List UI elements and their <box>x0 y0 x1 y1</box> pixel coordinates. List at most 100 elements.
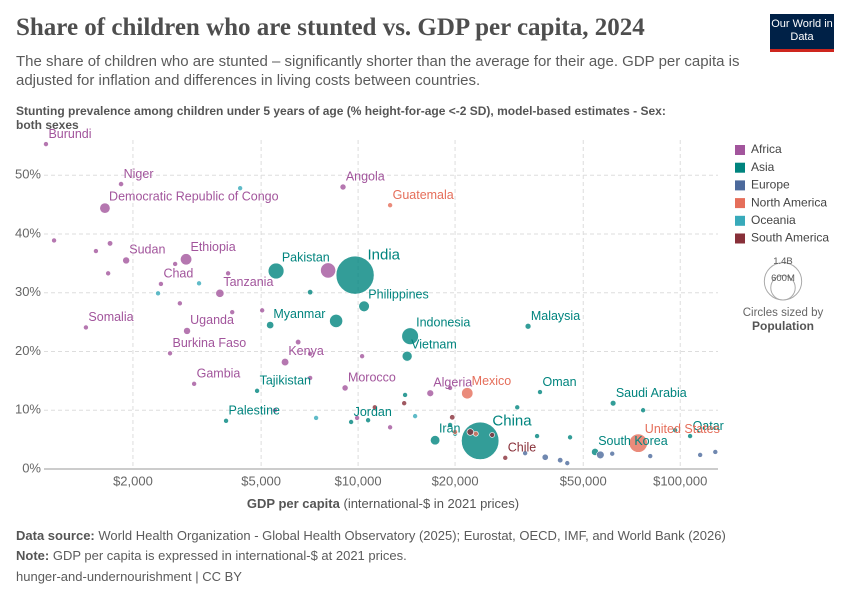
y-tick-label: 30% <box>15 284 41 299</box>
bubble <box>609 450 616 457</box>
point-label: India <box>368 247 401 264</box>
bubble <box>365 417 371 424</box>
bubble <box>295 339 302 346</box>
bubble <box>307 351 313 357</box>
bubble <box>564 460 571 466</box>
bubble <box>259 307 265 314</box>
x-tick-label: $5,000 <box>241 473 281 488</box>
bubble <box>402 392 408 398</box>
bubble <box>172 261 178 267</box>
point-label: Chad <box>163 267 193 281</box>
point-label: South Korea <box>598 434 668 448</box>
bubble <box>118 181 124 187</box>
point-label: Palestine <box>229 404 280 418</box>
bubble <box>401 327 419 345</box>
legend-swatch <box>735 145 745 155</box>
legend-label: Asia <box>751 160 775 174</box>
bubble <box>426 389 434 397</box>
y-tick-label: 10% <box>15 402 41 417</box>
bubble <box>502 455 509 461</box>
legend-swatch <box>735 198 745 209</box>
bubble <box>452 429 458 435</box>
size-legend-circle <box>770 275 796 301</box>
bubble <box>449 414 456 421</box>
point-label: United States <box>645 422 720 436</box>
bubble <box>514 404 521 411</box>
subtitle: The share of children who are stunted – … <box>16 53 740 89</box>
x-tick-label: $2,000 <box>113 473 153 488</box>
bubble <box>307 289 314 296</box>
bubble <box>447 422 453 428</box>
bubble <box>281 358 290 367</box>
bubble <box>524 322 532 330</box>
bubble <box>272 407 278 414</box>
x-tick-label: $20,000 <box>432 473 479 488</box>
size-legend-variable: Population <box>752 319 814 333</box>
bubble <box>354 415 360 421</box>
point-label: Algeria <box>433 375 472 389</box>
x-axis-title: GDP per capita <box>247 496 341 511</box>
bubble <box>567 434 573 441</box>
bubble <box>557 457 564 464</box>
bubble <box>596 450 605 460</box>
legend-label: Africa <box>751 142 782 156</box>
y-axis-label: Stunting prevalence among children under… <box>16 104 666 132</box>
bubble <box>461 387 474 400</box>
bubble <box>99 202 111 214</box>
bubble <box>229 309 236 315</box>
note-label: Note: <box>16 548 50 563</box>
point-label: Ethiopia <box>190 240 235 254</box>
bubble <box>712 449 719 455</box>
bubble <box>697 452 703 458</box>
point-label: Pakistan <box>282 251 330 265</box>
point-label: Gambia <box>197 367 241 381</box>
bubble <box>647 453 654 459</box>
point-label: Guatemala <box>393 188 454 202</box>
title: Share of children who are stunted vs. GD… <box>16 14 645 41</box>
point-label: Vietnam <box>411 338 457 352</box>
bubble <box>387 202 393 209</box>
bubble <box>401 350 413 362</box>
point-label: Angola <box>346 169 385 183</box>
point-label: Niger <box>124 167 154 181</box>
bubble <box>180 253 193 266</box>
x-tick-label: $10,000 <box>335 473 382 488</box>
legend-label: Oceania <box>751 213 796 227</box>
legend-swatch <box>735 180 745 191</box>
legend-label: South America <box>751 231 829 245</box>
point-label: Indonesia <box>416 316 470 330</box>
bubble <box>93 248 99 254</box>
x-tick-label: $50,000 <box>560 473 607 488</box>
bubble <box>541 453 549 461</box>
bubble <box>254 388 260 394</box>
bubble <box>329 314 343 328</box>
bubble <box>167 350 173 357</box>
bubble <box>196 280 202 287</box>
bubble <box>158 281 164 287</box>
bubble <box>401 400 407 407</box>
point-label: Democratic Republic of Congo <box>109 189 279 203</box>
bubble <box>372 404 378 411</box>
bubble <box>339 183 347 191</box>
bubble <box>447 385 453 391</box>
bubble <box>522 450 528 456</box>
point-label: Tanzania <box>223 275 273 289</box>
bubble <box>155 290 161 297</box>
bubble <box>191 381 197 387</box>
y-tick-label: 20% <box>15 343 41 358</box>
size-legend-label: 600M <box>771 273 795 284</box>
y-tick-label: 40% <box>15 225 41 240</box>
bubble <box>225 270 231 277</box>
size-legend-title: Circles sized by <box>743 307 824 319</box>
bubble <box>687 433 693 439</box>
bubble <box>534 433 540 439</box>
bubble <box>348 419 354 425</box>
size-legend-label: 1.4B <box>773 256 793 267</box>
legend-swatch <box>735 215 745 226</box>
logo[interactable]: Our World in Data <box>770 14 834 52</box>
bubble <box>489 432 495 438</box>
point-label: Burkina Faso <box>173 336 247 350</box>
bubble <box>320 262 336 279</box>
